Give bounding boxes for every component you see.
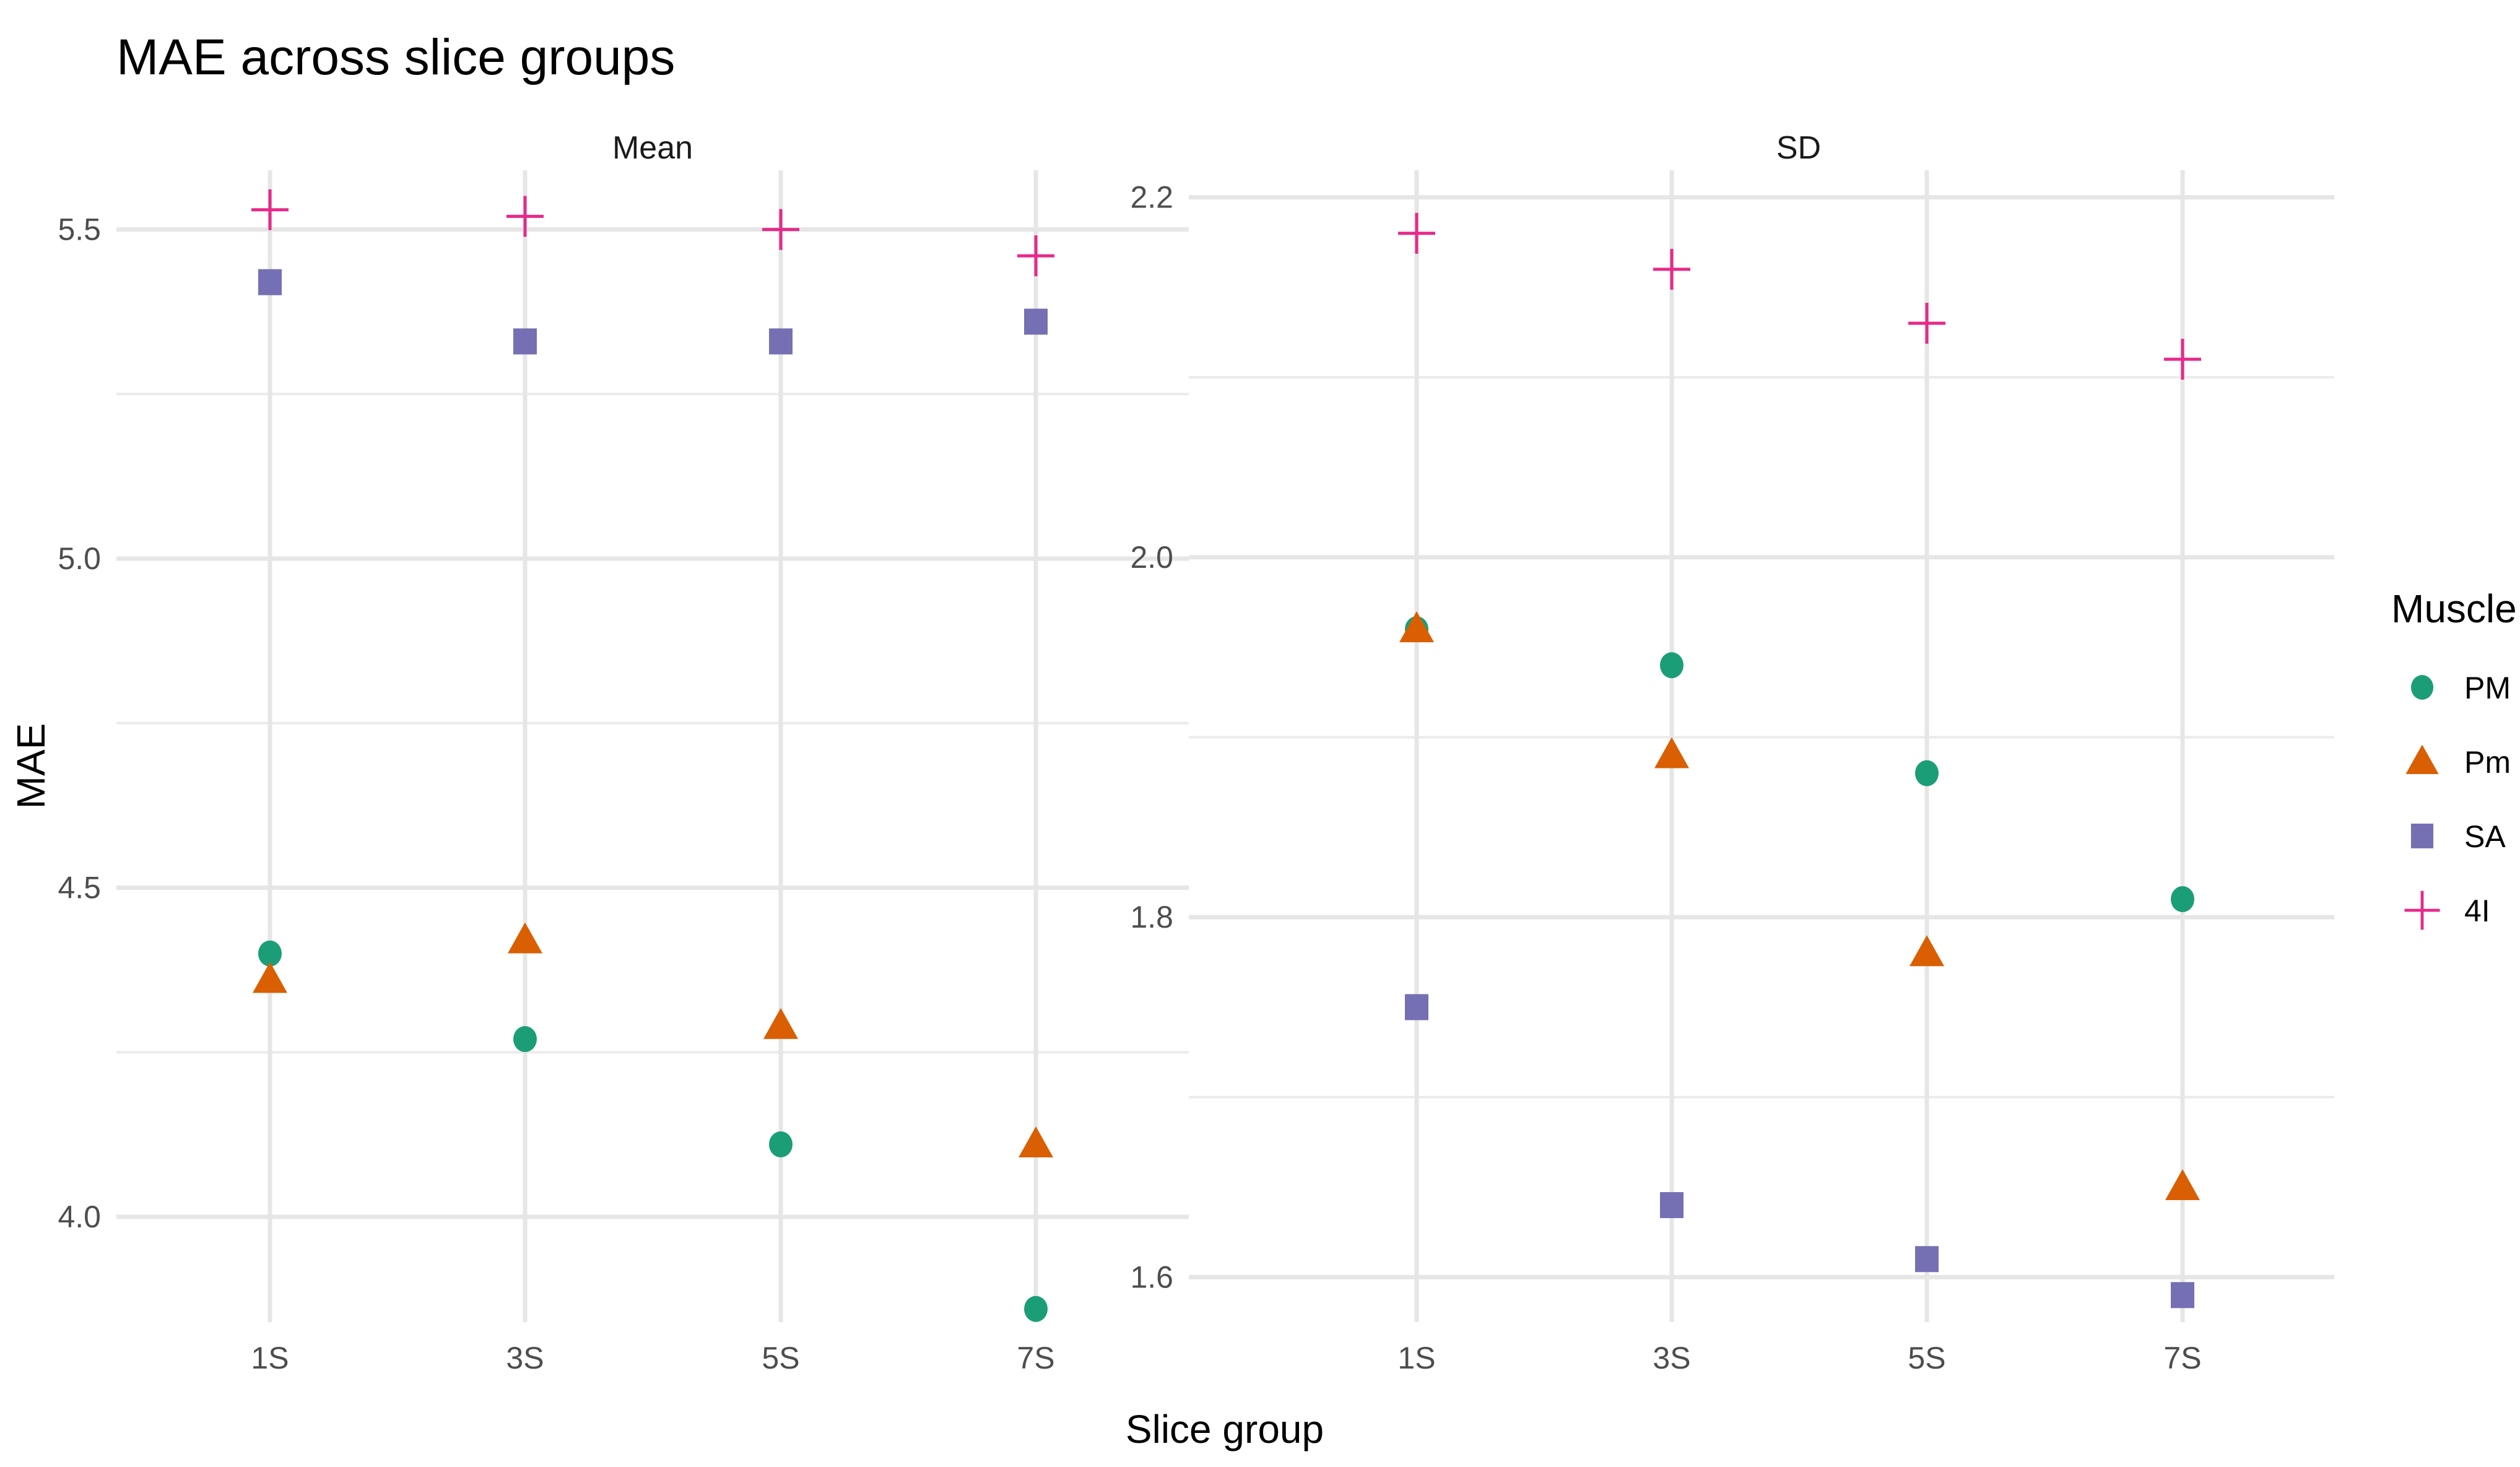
data-point-pm-1s	[258, 940, 282, 967]
series-sa	[258, 269, 1048, 355]
data-point-sa-7s	[2171, 1282, 2194, 1308]
series-4i	[1398, 212, 2201, 380]
data-point-pm-3s	[513, 1025, 537, 1052]
x-tick-label: 3S	[506, 1341, 544, 1375]
x-tick-label: 3S	[1653, 1341, 1690, 1375]
data-point-sa-1s	[258, 269, 282, 295]
data-point-sa-1s	[1405, 994, 1428, 1021]
data-point-4i-7s	[2164, 339, 2201, 380]
x-tick-label: 1S	[1397, 1341, 1435, 1375]
data-point-pm-5s	[769, 1131, 793, 1158]
series-pm	[253, 922, 1053, 1158]
legend-entry-4i: 4I	[2404, 890, 2490, 930]
legend-key-triangle	[2405, 744, 2439, 774]
y-tick-label: 4.0	[58, 1199, 101, 1234]
x-tick-label: 7S	[1017, 1341, 1054, 1375]
data-point-4i-3s	[1653, 248, 1690, 290]
y-tick-label: 1.6	[1130, 1260, 1173, 1294]
chart-title: MAE across slice groups	[116, 29, 675, 85]
series-pm	[1405, 616, 2194, 913]
panel-mean: 4.0 4.5 5.0 5.5 1S 3S 5S 7S Mean	[58, 130, 1189, 1375]
y-tick-label: 2.0	[1130, 540, 1173, 575]
series-4i	[251, 189, 1054, 277]
series-pm	[258, 940, 1048, 1322]
panel-strip-label: Mean	[612, 130, 693, 166]
legend-key-square	[2410, 824, 2434, 848]
panel-strip-label: SD	[1776, 130, 1821, 166]
panels-layer: 4.0 4.5 5.0 5.5 1S 3S 5S 7S Mean 1.6 1.8 2.0 2.2 1S 3S…	[58, 130, 2334, 1375]
data-point-4i-1s	[1398, 212, 1435, 254]
series-sa	[1405, 994, 2194, 1308]
data-point-sa-7s	[1024, 308, 1048, 335]
legend-label: SA	[2464, 819, 2506, 854]
legend-entry-sa: SA	[2410, 819, 2506, 854]
series-pm	[1399, 611, 2200, 1201]
data-point-sa-3s	[1660, 1192, 1684, 1219]
data-point-4i-5s	[1908, 303, 1945, 344]
data-point-4i-5s	[762, 209, 799, 250]
legend-label: Pm	[2464, 745, 2511, 780]
legend-entry-pm: Pm	[2405, 744, 2511, 780]
y-tick-label: 5.0	[58, 541, 101, 576]
data-point-pm-1s	[253, 962, 287, 993]
y-tick-label: 4.5	[58, 871, 101, 905]
data-point-pm-3s	[1660, 652, 1684, 679]
data-point-pm-3s	[1654, 737, 1689, 768]
data-point-4i-1s	[251, 189, 289, 230]
legend-key-circle	[2410, 675, 2434, 700]
data-point-sa-5s	[1915, 1246, 1939, 1273]
legend-key-plus	[2404, 890, 2440, 930]
y-axis-title: MAE	[9, 723, 53, 809]
legend-label: PM	[2464, 671, 2511, 705]
data-point-pm-5s	[1910, 935, 1944, 967]
y-tick-label: 1.8	[1130, 900, 1173, 934]
panel-sd: 1.6 1.8 2.0 2.2 1S 3S 5S 7S SD	[1130, 130, 2334, 1375]
legend-label: 4I	[2464, 894, 2490, 928]
legend: Muscle PM Pm SA 4I	[2391, 586, 2517, 930]
data-point-pm-5s	[1915, 760, 1939, 786]
data-point-sa-3s	[513, 328, 537, 355]
y-tick-label: 2.2	[1130, 180, 1173, 215]
x-tick-label: 5S	[762, 1341, 799, 1375]
x-tick-label: 5S	[1908, 1341, 1945, 1375]
x-tick-label: 1S	[251, 1341, 289, 1375]
x-axis-title: Slice group	[1126, 1407, 1324, 1452]
data-point-pm-1s	[1399, 611, 1434, 643]
legend-entry-pm: PM	[2410, 671, 2511, 705]
data-point-4i-7s	[1017, 235, 1054, 277]
legend-title: Muscle	[2391, 586, 2517, 631]
data-point-pm-7s	[2171, 886, 2194, 913]
data-point-pm-7s	[1019, 1126, 1053, 1158]
data-point-sa-5s	[769, 328, 793, 355]
data-point-pm-7s	[2165, 1169, 2200, 1201]
data-point-pm-7s	[1024, 1295, 1048, 1322]
data-point-pm-5s	[763, 1008, 798, 1039]
x-tick-label: 7S	[2163, 1341, 2201, 1375]
data-point-pm-3s	[508, 922, 542, 954]
y-tick-label: 5.5	[58, 212, 101, 247]
data-point-4i-3s	[506, 196, 544, 237]
